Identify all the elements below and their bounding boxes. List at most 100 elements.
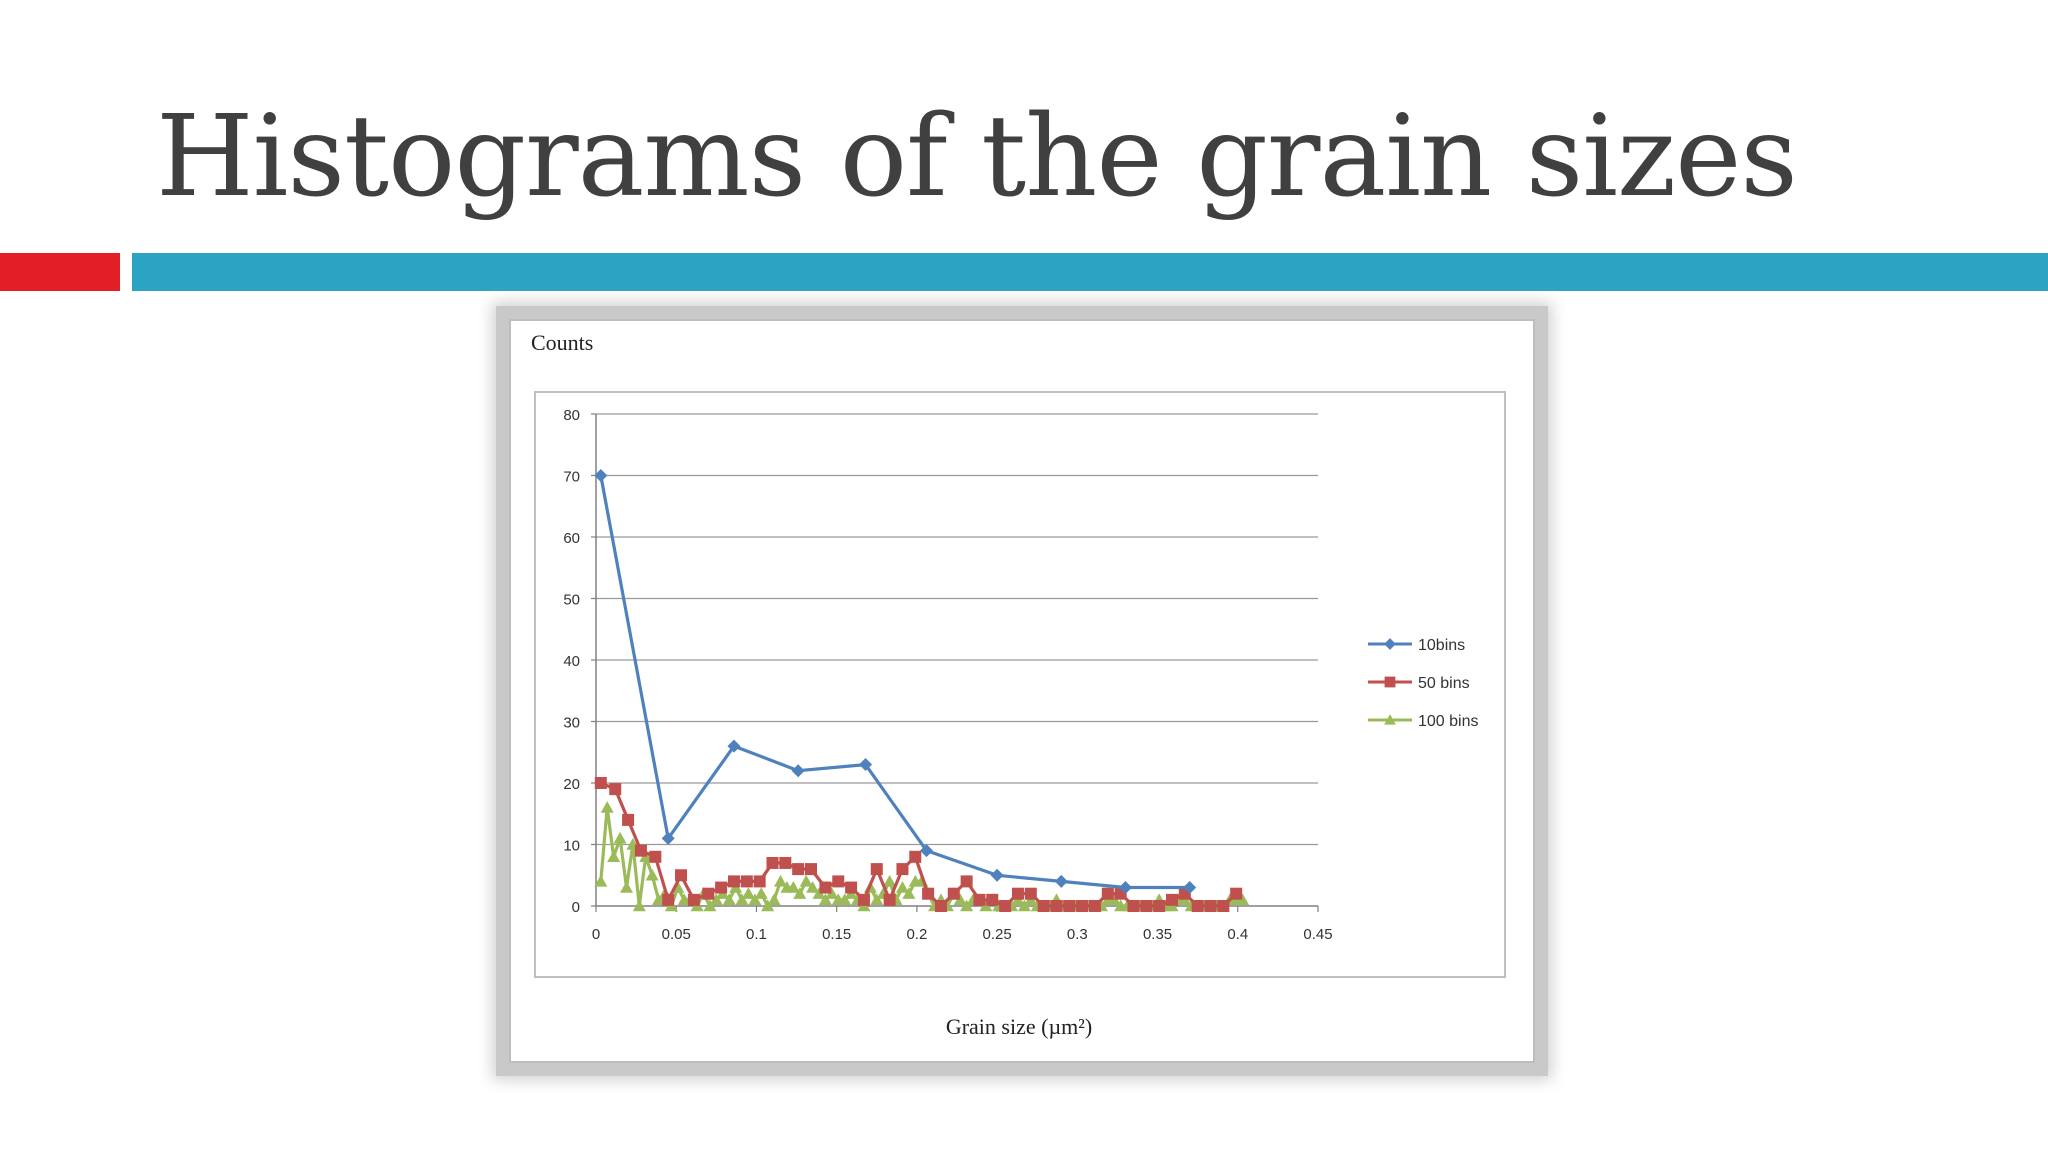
- data-point-triangle: [825, 887, 839, 899]
- data-point-triangle: [902, 887, 916, 899]
- data-point-square: [634, 844, 647, 857]
- data-point-square: [947, 887, 960, 900]
- data-point-square: [883, 893, 896, 906]
- data-point-triangle: [1236, 893, 1250, 906]
- data-point-diamond: [920, 844, 934, 858]
- data-point-triangle: [594, 874, 608, 887]
- data-point-square: [727, 875, 740, 888]
- data-point-diamond: [990, 868, 1004, 882]
- data-point-triangle: [1107, 893, 1121, 906]
- data-point-square: [1384, 676, 1396, 688]
- data-point-square: [909, 850, 922, 863]
- data-point-triangle: [619, 881, 633, 893]
- x-tick-label: 0.25: [983, 926, 1012, 943]
- x-tick-label: 0.45: [1303, 926, 1332, 943]
- data-point-square: [740, 875, 753, 888]
- series-line: [599, 475, 1190, 890]
- data-point-square: [804, 863, 817, 876]
- data-point-diamond: [1118, 881, 1132, 895]
- data-point-triangle: [774, 874, 788, 887]
- accent-bar-red: [0, 253, 120, 291]
- data-point-square: [870, 863, 883, 876]
- data-point-square: [1153, 900, 1166, 912]
- data-point-square: [702, 887, 715, 900]
- data-point-triangle: [703, 899, 717, 912]
- y-tick-label: 0: [572, 899, 580, 916]
- legend-label: 50 bins: [1418, 675, 1470, 692]
- data-point-triangle: [748, 893, 762, 906]
- data-point-square: [687, 893, 700, 906]
- x-tick-label: 0.35: [1143, 926, 1172, 943]
- data-point-square: [986, 893, 999, 906]
- data-point-triangle: [632, 899, 646, 912]
- x-tick-label: 0.15: [822, 926, 851, 943]
- data-point-square: [675, 869, 688, 882]
- x-tick-label: 0: [592, 926, 600, 943]
- data-point-triangle: [613, 831, 627, 844]
- data-point-square: [999, 900, 1012, 912]
- data-point-diamond: [594, 469, 608, 482]
- data-point-triangle: [761, 899, 775, 912]
- data-point-square: [1050, 900, 1063, 912]
- data-point-square: [1063, 900, 1076, 912]
- data-point-square: [792, 863, 805, 876]
- data-point-diamond: [727, 739, 741, 753]
- legend-item: 50 bins: [1368, 675, 1470, 692]
- data-point-square: [973, 893, 986, 906]
- data-point-triangle: [652, 893, 666, 906]
- legend-label: 100 bins: [1418, 713, 1479, 730]
- data-point-square: [1088, 900, 1101, 912]
- data-point-square: [1230, 887, 1243, 900]
- x-tick-label: 0.3: [1067, 926, 1088, 943]
- data-point-square: [960, 875, 973, 888]
- y-axis-title: Counts: [531, 330, 593, 355]
- data-point-triangle: [953, 893, 967, 906]
- data-point-diamond: [859, 758, 873, 772]
- data-point-square: [857, 893, 870, 906]
- y-tick-label: 20: [563, 776, 580, 793]
- data-point-square: [622, 813, 635, 826]
- data-point-square: [715, 881, 728, 894]
- y-tick-label: 50: [563, 592, 580, 609]
- data-point-triangle: [793, 887, 807, 899]
- x-tick-label: 0.05: [662, 926, 691, 943]
- x-tick-label: 0.4: [1227, 926, 1248, 943]
- data-point-square: [1101, 887, 1114, 900]
- slide-title: Histograms of the grain sizes: [156, 92, 1798, 222]
- data-point-diamond: [661, 831, 675, 845]
- x-tick-label: 0.1: [746, 926, 767, 943]
- y-tick-label: 30: [563, 715, 580, 732]
- x-tick-label: 0.2: [906, 926, 927, 943]
- x-axis-title: Grain size (µm²): [946, 1014, 1092, 1039]
- data-point-triangle: [600, 801, 614, 813]
- plot-area-frame: [534, 391, 1506, 978]
- gridlines: [596, 413, 1318, 846]
- data-point-square: [1217, 900, 1230, 912]
- data-point-triangle: [870, 893, 884, 906]
- data-point-square: [1037, 900, 1050, 912]
- data-point-triangle: [883, 874, 897, 887]
- data-point-square: [1127, 900, 1140, 912]
- data-point-triangle: [754, 887, 768, 899]
- data-point-square: [779, 856, 792, 869]
- data-point-triangle: [979, 899, 993, 912]
- data-point-square: [845, 881, 858, 894]
- legend: 10bins 50 bins 100 bins: [1368, 637, 1479, 730]
- data-point-triangle: [767, 893, 781, 906]
- data-point-square: [609, 783, 622, 796]
- legend-item: 100 bins: [1368, 713, 1479, 730]
- y-tick-label: 80: [563, 407, 580, 424]
- data-point-triangle: [645, 868, 659, 881]
- data-point-triangle: [799, 874, 813, 887]
- data-point-square: [649, 850, 662, 863]
- data-point-square: [662, 893, 675, 906]
- series-50-bins: [594, 777, 1243, 912]
- data-point-triangle: [709, 893, 723, 906]
- data-point-square: [594, 777, 607, 789]
- data-point-diamond: [1183, 881, 1197, 895]
- data-point-square: [1191, 900, 1204, 912]
- data-point-square: [753, 875, 766, 888]
- data-point-square: [934, 900, 947, 912]
- y-tick-label: 10: [563, 838, 580, 855]
- data-point-square: [832, 875, 845, 888]
